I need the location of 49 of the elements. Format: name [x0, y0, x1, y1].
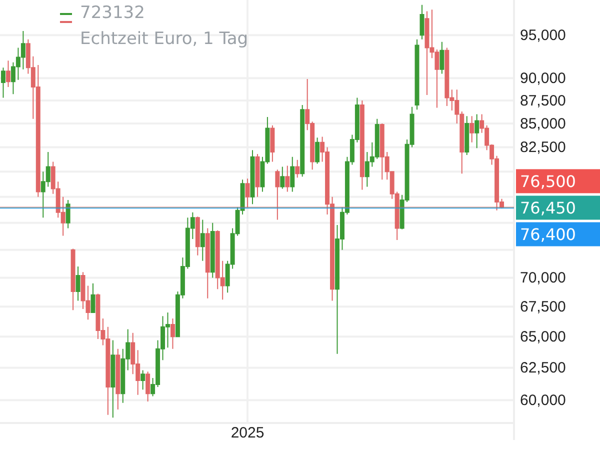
candlestick	[315, 137, 320, 164]
chart-title: 723132	[80, 3, 145, 23]
candlestick	[250, 150, 255, 205]
candlestick	[295, 159, 300, 178]
y-tick-label: 95,000	[520, 26, 566, 44]
candlestick	[146, 371, 150, 402]
candlestick	[300, 104, 305, 178]
candlestick	[6, 60, 10, 88]
y-tick-label: 82,500	[520, 139, 566, 156]
candlestick	[116, 348, 120, 410]
candlestick	[360, 100, 364, 190]
candlestick	[200, 219, 205, 262]
y-tick-label: 87,500	[520, 92, 566, 110]
text: Echtzeit Euro, 1 Tag	[80, 29, 248, 49]
candlestick	[470, 116, 474, 143]
candlestick	[245, 178, 250, 208]
y-tick-label: 70,000	[520, 270, 566, 287]
x-tick-label: 2025	[230, 424, 264, 442]
y-tick-label: 60,000	[520, 392, 566, 409]
candlestick	[255, 153, 260, 198]
candlestick	[290, 156, 295, 192]
candlestick	[270, 124, 275, 162]
candlestick	[414, 38, 420, 110]
y-tick-label: 67,500	[520, 298, 566, 316]
ref-line-label: 76,400	[520, 224, 576, 244]
y-tick-label: 62,500	[520, 360, 566, 377]
candlestick	[0, 67, 6, 98]
candlestick	[66, 199, 70, 229]
candlestick	[76, 266, 80, 302]
candlestick	[195, 216, 200, 256]
candlestick	[70, 248, 76, 311]
ref-line-label: 76,450	[520, 198, 576, 218]
y-tick-label: 85,000	[520, 115, 566, 132]
candlestick	[275, 169, 280, 220]
candlestick	[90, 282, 96, 314]
candlestick	[210, 222, 215, 278]
candlestick	[464, 116, 470, 156]
candlestick	[420, 4, 424, 40]
candlestick	[140, 370, 146, 390]
candlestick	[474, 114, 480, 149]
candlestick	[170, 318, 175, 350]
y-tick-label: 65,000	[520, 328, 566, 346]
candlestick	[285, 165, 290, 192]
candlestick	[440, 41, 444, 74]
candlestick	[205, 228, 210, 299]
candlestick	[110, 340, 116, 418]
ref-line-label: 76,500	[520, 172, 576, 191]
candlestick	[280, 166, 285, 190]
y-tick-label: 90,000	[520, 70, 566, 87]
